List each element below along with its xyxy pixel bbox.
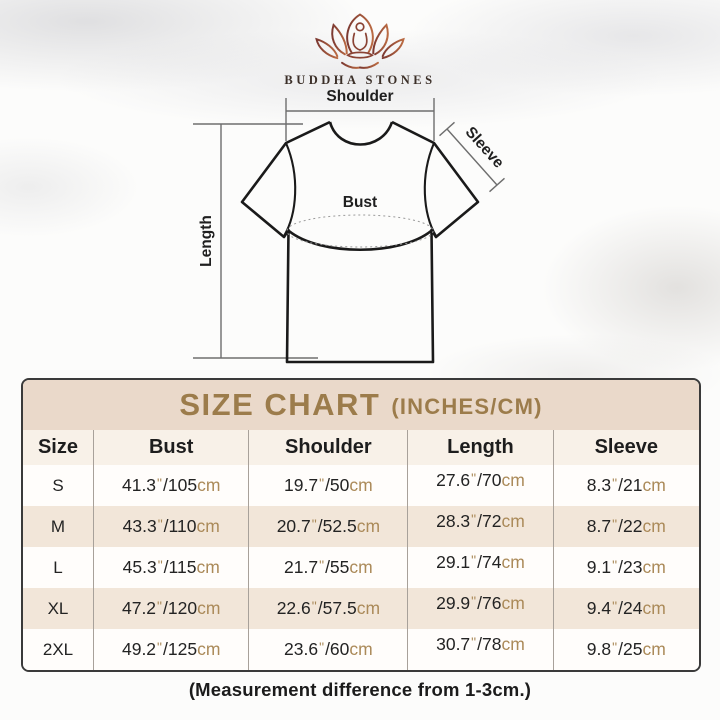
length-value: 29.9"/76cm — [408, 588, 554, 629]
sleeve-value: 8.3"/21cm — [586, 475, 666, 495]
tshirt-measurement-diagram: Shoulder Bust Length Sleeve — [170, 85, 530, 377]
column-header-shoulder: Shoulder — [249, 430, 409, 465]
size-label: S — [23, 465, 94, 506]
length-value: 29.1"/74cm — [408, 547, 554, 588]
shoulder-value: 21.7"/55cm — [249, 547, 409, 588]
brand-name: BUDDHA STONES — [284, 73, 436, 87]
sleeve-value: 8.7"/22cm — [586, 516, 666, 536]
meditating-figure — [346, 22, 374, 59]
size-chart-table: SIZE CHART (INCHES/CM) Size Bust Shoulder L… — [21, 378, 701, 672]
shoulder-label: Shoulder — [326, 88, 393, 105]
size-row-2xl: 2XL 49.2"/125cm 23.6"/60cm 30.7"/78cm 9.8"/2… — [23, 629, 699, 670]
bust-value: 41.3"/105cm — [94, 465, 250, 506]
column-header-sleeve: Sleeve — [594, 436, 658, 458]
size-chart-body: S 41.3"/105cm 19.7"/50cm 27.6"/70cm 8.3"/21c… — [23, 465, 699, 670]
column-header-size: Size — [23, 430, 94, 465]
size-row-l: L 45.3"/115cm 21.7"/55cm 29.1"/74cm 9.1"/23c… — [23, 547, 699, 588]
length-value: 28.3"/72cm — [408, 506, 554, 547]
measurement-note: (Measurement difference from 1-3cm.) — [188, 679, 532, 700]
size-row-xl: XL 47.2"/120cm 22.6"/57.5cm 29.9"/76cm 9.4"/… — [23, 588, 699, 629]
armhole-seams — [283, 142, 437, 237]
size-label: XL — [23, 588, 94, 629]
lotus-petals — [315, 13, 405, 69]
shoulder-value: 22.6"/57.5cm — [249, 588, 409, 629]
length-value: 27.6"/70cm — [408, 465, 554, 506]
bust-label: Bust — [343, 194, 377, 211]
shoulder-value: 19.7"/50cm — [249, 465, 409, 506]
bust-value: 47.2"/120cm — [94, 588, 250, 629]
bust-value: 45.3"/115cm — [94, 547, 250, 588]
size-label: L — [23, 547, 94, 588]
lotus-logo-icon — [315, 13, 405, 69]
tshirt-outline — [240, 120, 480, 364]
size-chart-header-row: Size Bust Shoulder Length Sleeve — [23, 430, 699, 465]
size-chart-title-units: (INCHES/CM) — [391, 394, 543, 419]
brand-header: BUDDHA STONES — [0, 12, 720, 88]
bust-value: 49.2"/125cm — [94, 629, 250, 670]
sleeve-value: 9.4"/24cm — [586, 598, 666, 618]
size-chart-title: SIZE CHART (INCHES/CM) — [23, 380, 699, 430]
column-header-bust: Bust — [94, 430, 250, 465]
sleeve-value: 9.1"/23cm — [586, 557, 666, 577]
size-label: M — [23, 506, 94, 547]
bust-dotted-ellipse — [286, 214, 434, 248]
shoulder-value: 20.7"/52.5cm — [249, 506, 409, 547]
length-value: 30.7"/78cm — [408, 629, 554, 670]
size-label: 2XL — [23, 629, 94, 670]
shoulder-value: 23.6"/60cm — [249, 629, 409, 670]
size-chart-title-main: SIZE CHART — [179, 387, 381, 422]
column-header-length: Length — [408, 430, 554, 465]
size-row-m: M 43.3"/110cm 20.7"/52.5cm 28.3"/72cm 8.7"/2… — [23, 506, 699, 547]
size-row-s: S 41.3"/105cm 19.7"/50cm 27.6"/70cm 8.3"/21c… — [23, 465, 699, 506]
length-label: Length — [198, 215, 215, 267]
bust-value: 43.3"/110cm — [94, 506, 250, 547]
sleeve-value: 9.8"/25cm — [586, 639, 666, 659]
sleeve-label: Sleeve — [462, 124, 508, 172]
measurement-lines — [193, 98, 505, 359]
